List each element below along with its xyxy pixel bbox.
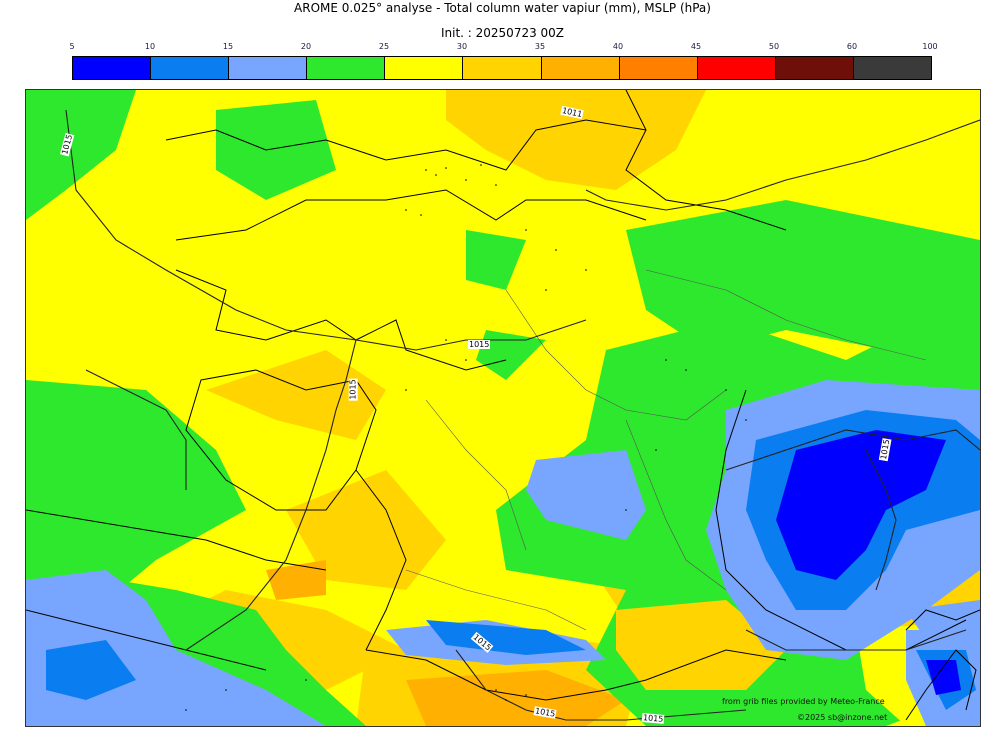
colorbar-segment — [619, 57, 698, 79]
colorbar-ticks: 5 10 15 20 25 30 35 40 45 50 60 100 — [69, 42, 937, 54]
tick-label: 45 — [690, 42, 702, 51]
tick-label: 100 — [922, 42, 938, 51]
map-title: AROME 0.025° analyse - Total column wate… — [294, 1, 711, 15]
colorbar-segment — [697, 57, 776, 79]
tick-label: 50 — [768, 42, 780, 51]
tick-label: 60 — [846, 42, 858, 51]
colorbar — [72, 56, 932, 80]
tick-label: 15 — [222, 42, 234, 51]
colorbar-segment — [229, 57, 308, 79]
tick-label: 35 — [534, 42, 546, 51]
tick-label: 30 — [456, 42, 468, 51]
water-vapour-field — [26, 90, 980, 726]
colorbar-segment — [853, 57, 932, 79]
tick-label: 25 — [378, 42, 390, 51]
tick-label: 10 — [144, 42, 156, 51]
isobar-label: 1015 — [468, 340, 491, 349]
tick-label: 40 — [612, 42, 624, 51]
map-panel: 1011 1015 1015 1015 1015 1015 1015 1015 — [25, 89, 981, 727]
colorbar-segment — [307, 57, 386, 79]
init-time: Init. : 20250723 00Z — [440, 26, 565, 40]
colorbar-segment — [151, 57, 230, 79]
isobar-label: 1015 — [641, 713, 665, 724]
tick-label: 5 — [69, 42, 75, 51]
source-credit: from grib files provided by Meteo-France — [722, 697, 885, 706]
colorbar-segment — [775, 57, 854, 79]
tick-label: 20 — [300, 42, 312, 51]
colorbar-segment — [385, 57, 464, 79]
colorbar-segment — [541, 57, 620, 79]
colorbar-segment — [463, 57, 542, 79]
isobar-label: 1015 — [348, 378, 358, 401]
colorbar-segment — [73, 57, 152, 79]
copyright-credit: ©2025 sb@inzone.net — [797, 713, 888, 722]
